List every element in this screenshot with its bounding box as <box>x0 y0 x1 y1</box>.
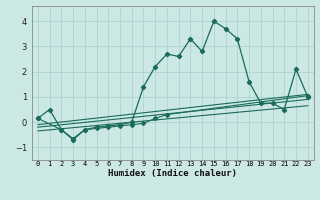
X-axis label: Humidex (Indice chaleur): Humidex (Indice chaleur) <box>108 169 237 178</box>
